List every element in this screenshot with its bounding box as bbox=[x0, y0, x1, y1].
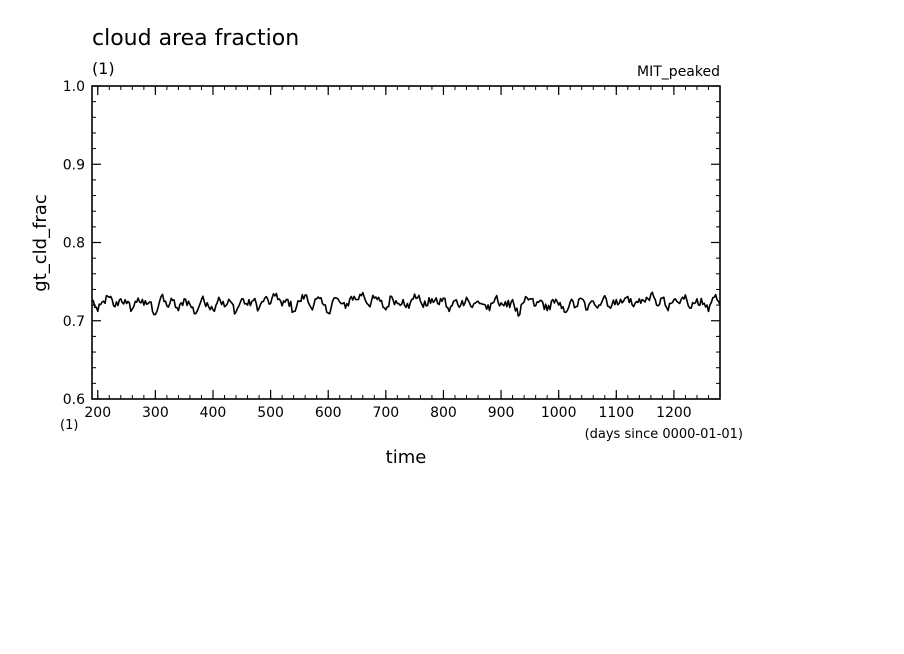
x-tick-label: 600 bbox=[315, 405, 342, 421]
y-tick-label: 0.8 bbox=[63, 236, 85, 252]
x-tick-label: 300 bbox=[142, 405, 169, 421]
y-tick-label: 0.6 bbox=[63, 392, 85, 408]
x-tick-label: 400 bbox=[200, 405, 227, 421]
x-tick-label: 900 bbox=[488, 405, 515, 421]
y-tick-label: 1.0 bbox=[63, 79, 85, 95]
y-tick-label: 0.9 bbox=[63, 157, 85, 173]
x-tick-label: 800 bbox=[430, 405, 457, 421]
y-tick-label: 0.7 bbox=[63, 314, 85, 330]
plot-frame bbox=[91, 85, 721, 400]
x-tick-label: 1100 bbox=[598, 405, 634, 421]
x-tick-label: 700 bbox=[372, 405, 399, 421]
y-axis-label: gt_cld_frac bbox=[30, 194, 51, 291]
x-axis-label: time bbox=[386, 447, 427, 468]
x-tick-label: 1200 bbox=[656, 405, 692, 421]
x-tick-label: 500 bbox=[257, 405, 284, 421]
series-line bbox=[91, 291, 721, 317]
x-tick-label: 200 bbox=[84, 405, 111, 421]
x-tick-label: 1000 bbox=[541, 405, 577, 421]
experiment-label: MIT_peaked bbox=[637, 64, 720, 80]
title-units: (1) bbox=[92, 59, 115, 78]
y-axis-units: (1) bbox=[60, 418, 78, 433]
x-axis-units: (days since 0000-01-01) bbox=[585, 427, 743, 442]
chart-title: cloud area fraction bbox=[92, 26, 299, 51]
plot-axes: 200 300 400 500 600 700 800 900 1000 1100 1200 0.6 0… bbox=[63, 79, 721, 421]
